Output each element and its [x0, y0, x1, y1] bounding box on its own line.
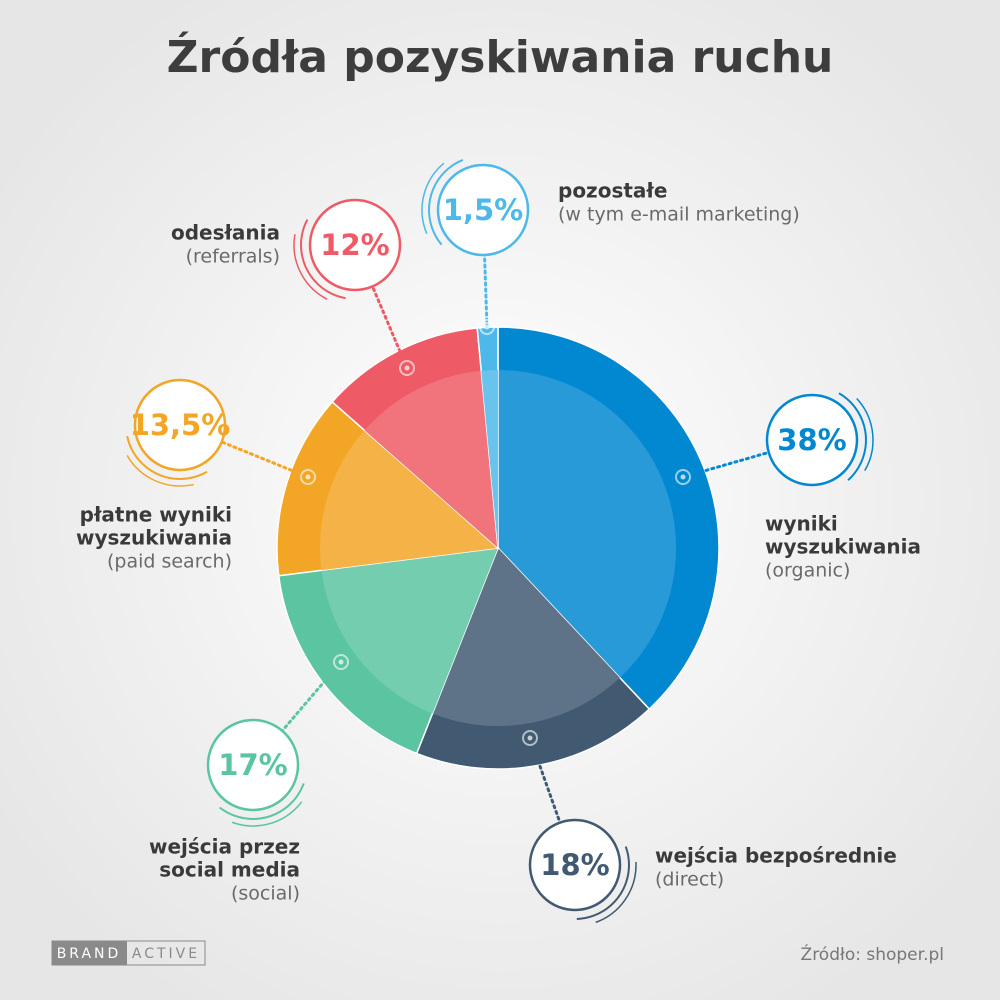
slice-dot	[522, 730, 538, 746]
category-note: (referrals)	[186, 246, 280, 268]
slice-dot	[338, 659, 344, 665]
brand-box-fill	[52, 941, 127, 965]
brand: ACTIVE	[132, 946, 200, 962]
bubble-arc	[300, 190, 410, 300]
bubble	[528, 818, 622, 912]
pie-slice-inner	[498, 370, 677, 678]
slice-dot	[300, 469, 316, 485]
leader-line	[681, 438, 814, 479]
pie-slice-inner	[321, 548, 498, 714]
bubble-arc	[421, 148, 545, 272]
category-label: social media	[159, 858, 300, 882]
category-label: wejścia przez	[149, 835, 300, 859]
source: Źródło: shoper.pl	[801, 943, 944, 965]
bubble-arc	[118, 363, 242, 487]
bubble-arc	[757, 385, 867, 495]
slice-dot	[333, 654, 349, 670]
pie-slice-inner	[364, 370, 498, 548]
bubble-arc	[428, 155, 538, 265]
category-label: wyszukiwania	[76, 526, 232, 550]
bubble-arc	[191, 703, 315, 827]
category-note: (w tym e-mail marketing)	[558, 204, 800, 226]
slice-dot	[484, 324, 490, 330]
chart-title: Źródła pozyskiwania ruchu	[167, 30, 834, 83]
bubble-arc	[520, 810, 630, 920]
bubble-arc	[125, 370, 235, 480]
bubble-arc	[750, 378, 874, 502]
brand: BRAND	[57, 946, 122, 962]
pie-slice-inner	[432, 548, 620, 727]
slice-dot	[399, 360, 415, 376]
value-label: 38%	[777, 423, 846, 457]
leader-line	[528, 736, 577, 867]
bubble-arc	[293, 183, 417, 307]
category-label: wejścia bezpośrednie	[655, 844, 897, 868]
bubble-arc	[513, 803, 637, 927]
category-label: wyszukiwania	[765, 535, 921, 559]
category-label: wyniki	[765, 512, 838, 536]
value-label: 18%	[540, 848, 609, 882]
category-note: (social)	[231, 883, 300, 905]
slice-dot	[527, 735, 533, 741]
bubble	[308, 198, 402, 292]
value-label: 13,5%	[130, 408, 231, 442]
category-label: odesłania	[171, 221, 280, 245]
bubble-arc	[197, 710, 308, 820]
category-label: płatne wyniki	[80, 503, 232, 527]
slice-dot	[675, 469, 691, 485]
value-label: 17%	[218, 748, 287, 782]
pie-slice-inner	[320, 430, 498, 571]
slice-dot	[305, 474, 311, 480]
category-note: (direct)	[655, 869, 724, 891]
slice-dot	[479, 319, 495, 335]
category-note: (organic)	[765, 560, 850, 582]
value-label: 1,5%	[443, 193, 523, 227]
category-label: pozostałe	[558, 179, 667, 203]
bubble	[206, 718, 300, 812]
bubble	[765, 393, 859, 487]
category-note: (paid search)	[107, 551, 232, 573]
slice-dot	[680, 474, 686, 480]
slice-dot	[404, 365, 410, 371]
bubble	[133, 378, 227, 472]
bubble	[436, 163, 530, 257]
pie-slice-inner	[481, 370, 498, 548]
value-label: 12%	[320, 228, 389, 262]
